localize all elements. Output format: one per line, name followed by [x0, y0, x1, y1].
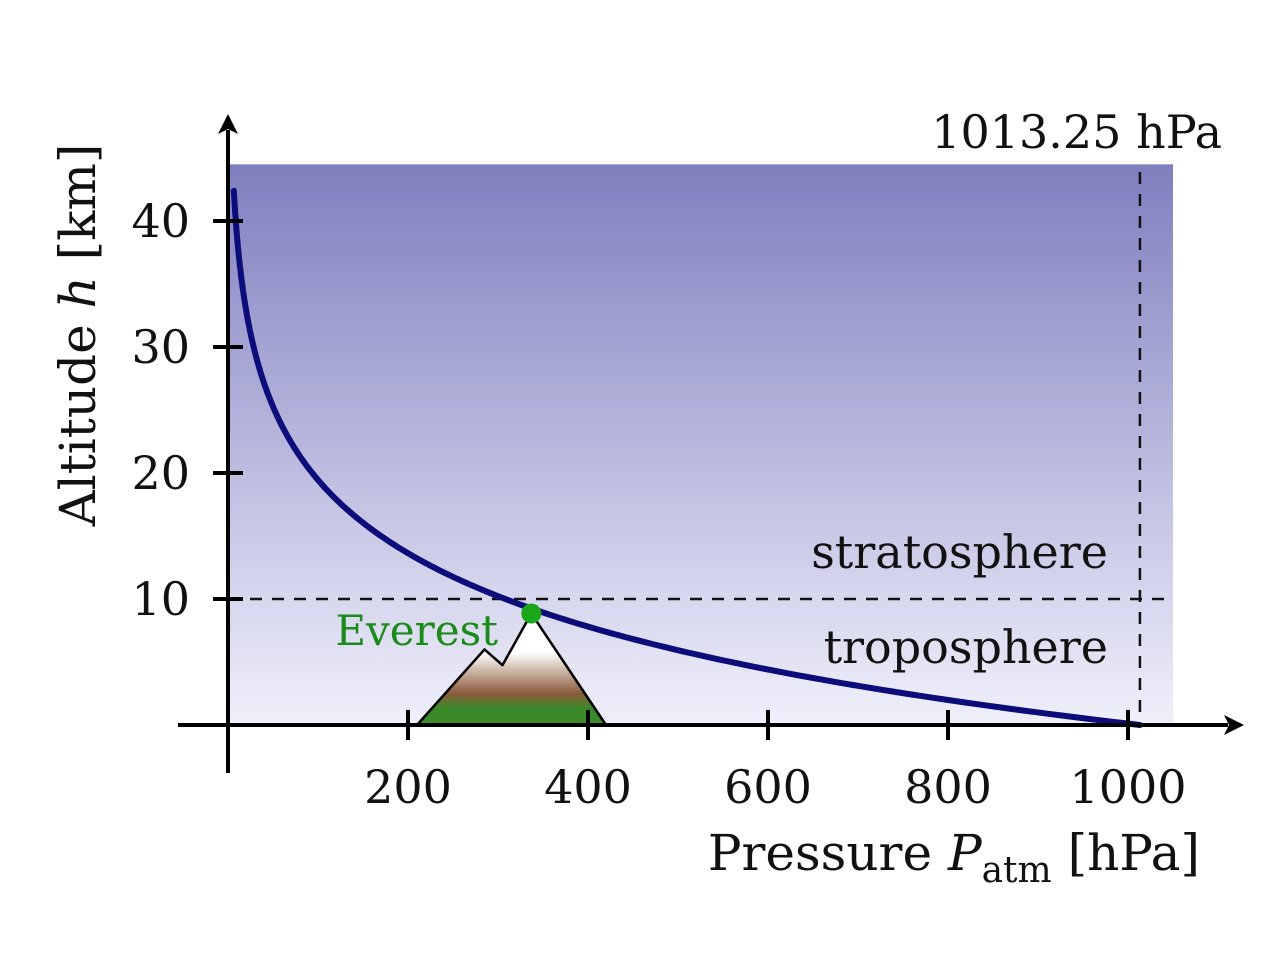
x-axis-title: Pressure Patm [hPa] — [708, 824, 1200, 891]
sky-background — [228, 164, 1173, 726]
x-ticks: 200 400 600 800 1000 — [364, 710, 1187, 814]
sea-level-pressure-label: 1013.25 hPa — [931, 105, 1222, 159]
x-axis-title-unit: [hPa] — [1052, 824, 1200, 882]
x-tick-label: 400 — [544, 760, 632, 814]
stratosphere-label: stratosphere — [811, 525, 1108, 579]
y-tick-label: 30 — [131, 320, 190, 374]
y-axis-title-var: h — [49, 276, 107, 308]
x-tick-label: 200 — [364, 760, 452, 814]
x-axis-title-sub: atm — [982, 850, 1052, 891]
everest-point — [521, 603, 542, 624]
y-axis-title-main: Altitude — [49, 308, 107, 527]
x-tick-label: 600 — [724, 760, 812, 814]
y-ticks: 10 20 30 40 — [131, 194, 243, 626]
y-axis-title-unit: [km] — [49, 144, 107, 277]
x-axis-title-var: P — [947, 824, 983, 882]
y-tick-label: 20 — [131, 446, 190, 500]
y-axis-title: Altitude h [km] — [49, 144, 107, 528]
x-axis-title-main: Pressure — [708, 824, 948, 882]
troposphere-label: troposphere — [824, 620, 1108, 674]
y-tick-label: 40 — [131, 194, 190, 248]
pressure-altitude-curve — [230, 187, 1143, 728]
y-tick-label: 10 — [131, 572, 190, 626]
x-tick-label: 1000 — [1069, 760, 1186, 814]
everest-label: Everest — [335, 606, 498, 655]
x-tick-label: 800 — [904, 760, 992, 814]
